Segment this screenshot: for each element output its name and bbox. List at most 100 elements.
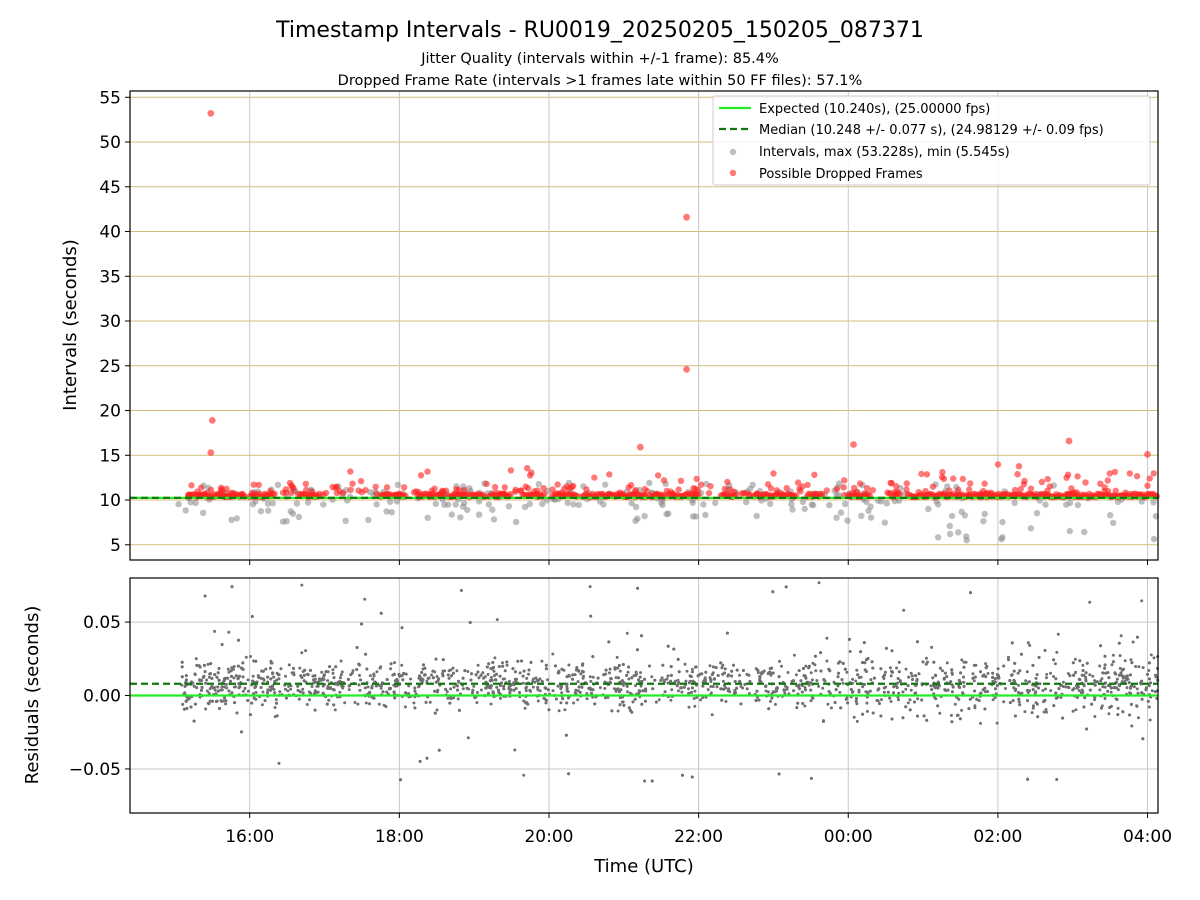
- dropped-frame-point: [644, 488, 651, 495]
- residual-point: [1117, 641, 1121, 645]
- residual-point: [1147, 677, 1151, 681]
- residual-point: [620, 679, 624, 683]
- residual-point: [479, 673, 483, 677]
- residual-point: [986, 672, 990, 675]
- residual-point: [895, 686, 899, 689]
- residual-point: [676, 682, 680, 686]
- interval-point: [634, 515, 641, 522]
- residual-point: [358, 688, 362, 692]
- residual-point: [279, 667, 283, 671]
- residual-point: [872, 676, 876, 680]
- dropped-frame-point: [1064, 471, 1072, 478]
- residual-point: [916, 697, 920, 701]
- dropped-frame-point: [417, 472, 425, 479]
- interval-point: [320, 501, 327, 508]
- residual-point: [660, 676, 664, 680]
- residual-point: [684, 679, 688, 683]
- residual-point: [906, 684, 910, 688]
- residual-point: [622, 681, 626, 685]
- residual-point: [883, 673, 887, 677]
- residual-point: [693, 704, 697, 708]
- residual-point: [838, 660, 842, 664]
- dropped-frame-point: [1068, 485, 1075, 492]
- residual-point: [1037, 686, 1041, 690]
- dropped-frame-point: [1046, 483, 1054, 490]
- residual-point: [936, 704, 940, 708]
- residual-point: [906, 701, 910, 705]
- residual-point: [895, 666, 899, 670]
- residual-point: [327, 698, 331, 702]
- residual-point: [1027, 689, 1031, 693]
- residual-point: [1088, 600, 1092, 604]
- residual-point: [840, 678, 844, 682]
- residual-point: [827, 667, 831, 671]
- residual-point: [839, 706, 843, 710]
- dropped-frame-point: [493, 489, 500, 497]
- residual-point: [819, 651, 823, 655]
- residual-point: [1064, 685, 1068, 689]
- residual-point: [889, 674, 893, 678]
- residual-point: [1154, 673, 1158, 677]
- residual-point: [207, 702, 211, 706]
- dropped-frame-point: [347, 486, 354, 494]
- intervals-y-axis-label: Intervals (seconds): [60, 239, 81, 411]
- residual-point: [692, 697, 696, 700]
- residual-point: [625, 684, 629, 688]
- interval-point: [747, 485, 754, 493]
- residual-point: [200, 686, 204, 689]
- residual-point: [385, 690, 389, 694]
- residual-point: [909, 671, 913, 675]
- residual-point: [1121, 710, 1125, 714]
- interval-point: [867, 514, 875, 521]
- residual-point: [1043, 648, 1047, 652]
- residual-point: [302, 673, 306, 677]
- residual-point: [696, 674, 700, 678]
- dropped-frame-point: [303, 486, 310, 494]
- residual-point: [964, 660, 968, 664]
- residual-point: [368, 690, 372, 694]
- residual-point: [706, 688, 710, 692]
- residual-point: [968, 697, 972, 701]
- residual-point: [358, 673, 361, 677]
- residual-point: [710, 673, 714, 677]
- residual-point: [363, 597, 367, 601]
- residual-point: [650, 675, 654, 679]
- residual-point: [792, 653, 796, 657]
- residual-point: [1017, 697, 1021, 701]
- residual-point: [1118, 654, 1122, 658]
- residual-point: [836, 675, 840, 679]
- dropped-frame-point: [959, 475, 967, 483]
- residual-point: [445, 690, 449, 694]
- residual-point: [1091, 674, 1095, 678]
- residual-point: [1044, 687, 1047, 691]
- residual-point: [468, 621, 472, 624]
- dropped-frame-point: [460, 487, 468, 494]
- residual-point: [195, 686, 199, 690]
- residual-point: [708, 664, 712, 668]
- interval-point: [963, 537, 970, 544]
- residual-point: [538, 689, 542, 693]
- dropped-frame-outlier: [683, 213, 690, 221]
- residual-point: [477, 676, 481, 680]
- residual-point: [1002, 664, 1006, 668]
- interval-point: [641, 512, 648, 520]
- residual-point: [278, 690, 282, 694]
- residual-point: [993, 677, 997, 681]
- residual-point: [538, 677, 542, 681]
- interval-point: [632, 503, 640, 511]
- interval-point: [946, 530, 954, 538]
- residual-point: [726, 689, 730, 693]
- residual-point: [676, 657, 680, 661]
- residual-point: [1140, 697, 1144, 701]
- residual-point: [251, 679, 255, 683]
- residual-point: [220, 699, 224, 703]
- dropped-frame-point: [517, 487, 525, 494]
- residual-point: [234, 674, 238, 678]
- residual-point: [616, 709, 620, 713]
- residual-point: [811, 696, 815, 700]
- dropped-frame-point: [799, 483, 806, 490]
- interval-point: [1066, 527, 1074, 535]
- residual-point: [349, 673, 353, 677]
- residual-point: [1123, 659, 1127, 663]
- residual-point: [780, 664, 783, 668]
